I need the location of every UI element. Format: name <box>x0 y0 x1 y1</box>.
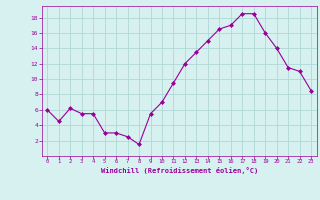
X-axis label: Windchill (Refroidissement éolien,°C): Windchill (Refroidissement éolien,°C) <box>100 167 258 174</box>
